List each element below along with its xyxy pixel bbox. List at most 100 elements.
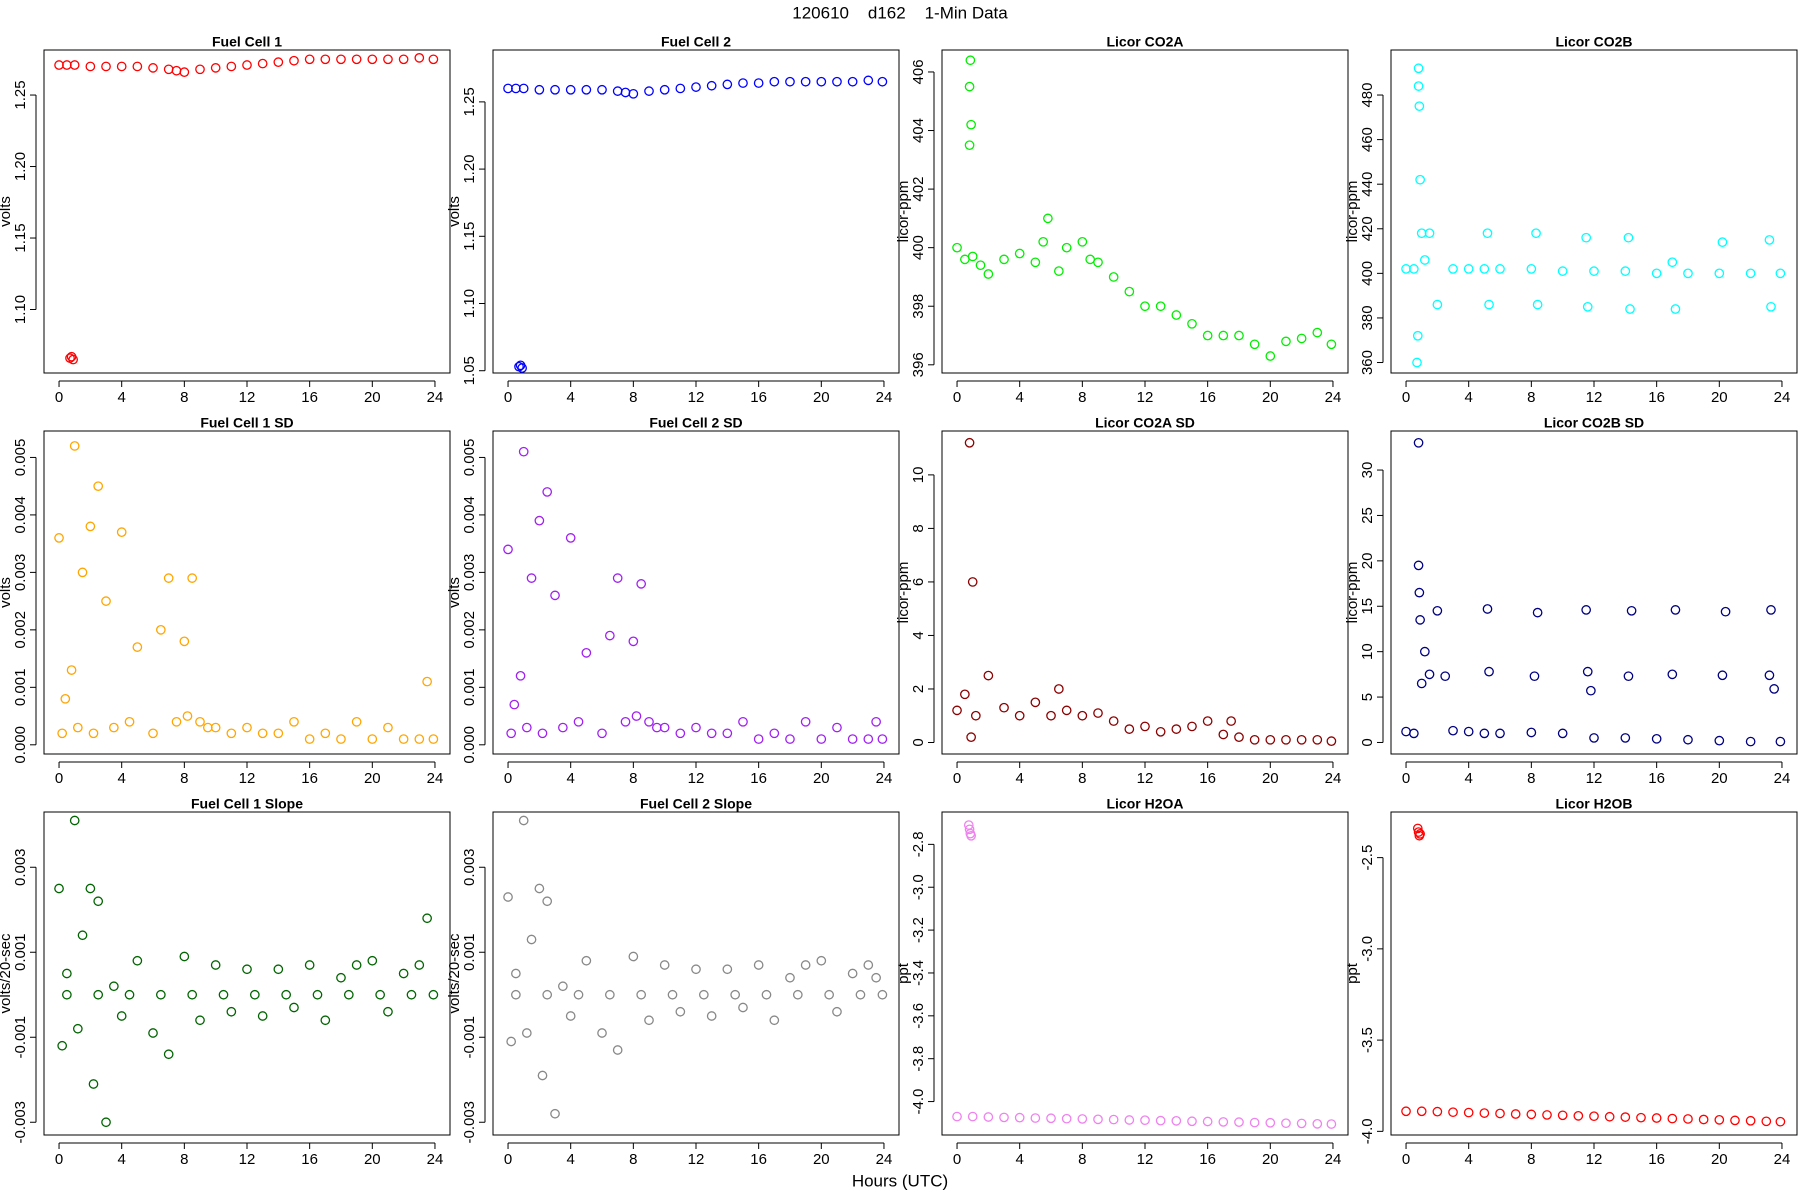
data-point [187,573,198,583]
y-tick-label: 1.20 [12,152,29,181]
y-tick-label: -2.8 [910,831,927,857]
data-point [506,1036,517,1047]
data-point [1717,237,1728,248]
y-tick-label: 1.20 [461,154,478,183]
data-point [1463,264,1474,274]
data-point [1479,1108,1490,1118]
data-point [518,446,529,457]
data-point [69,60,80,70]
y-tick-label: 0.003 [12,554,29,592]
data-point [738,716,748,727]
x-tick-label: 20 [1711,770,1728,787]
panel-title: Fuel Cell 2 Slope [640,796,752,812]
data-point [336,734,346,744]
x-tick-label: 24 [876,389,893,406]
data-point [116,61,127,72]
data-point [1296,333,1307,344]
data-point [964,824,975,835]
data-point [1526,727,1537,738]
data-point [960,254,970,265]
data-point [1187,721,1197,732]
data-point [1745,736,1756,747]
data-point [550,1108,560,1119]
data-point [1532,607,1543,618]
data-point [877,734,888,744]
data-point [226,728,237,739]
x-tick-label: 16 [1199,389,1216,406]
data-point [597,728,607,739]
y-tick-label: -3.6 [910,1003,927,1029]
data-point [148,1028,158,1038]
y-tick-label: 0.003 [461,554,478,592]
plot-frame [492,49,900,374]
data-point [521,722,532,733]
x-tick-label: 0 [55,770,63,787]
data-point [1582,666,1593,677]
data-point [1766,301,1776,312]
data-point [612,86,623,96]
data-point [691,722,701,733]
data-point [54,60,64,70]
y-axis-title: licor-ppm [1344,562,1361,624]
data-point [542,896,553,907]
x-tick-label: 0 [953,389,961,406]
y-tick-label: -0.001 [12,1016,29,1059]
y-tick-label: 0.004 [12,496,29,534]
data-point [863,734,874,744]
data-point [753,734,764,744]
x-tick-label: 16 [750,770,767,787]
data-point [871,716,881,727]
data-point [1171,310,1182,320]
data-point [210,722,221,733]
data-point [336,54,346,65]
data-point [1218,1117,1229,1127]
data-point [242,722,252,733]
data-point [1440,671,1451,682]
x-tick-label: 24 [427,389,444,406]
y-tick-label: 406 [910,59,927,84]
data-point [1226,716,1236,726]
data-point [202,722,213,733]
data-point [847,968,858,979]
x-tick-label: 4 [1465,770,1473,787]
data-point [730,989,741,1000]
panel-title: Licor CO2B [1555,34,1632,50]
data-point [85,883,96,894]
data-point [422,676,432,687]
x-tick-label: 8 [629,770,637,787]
data-point [967,1111,978,1122]
y-tick-label: 0.005 [461,439,478,477]
x-tick-label: 24 [1774,389,1791,406]
data-point [171,65,182,76]
y-tick-label: 0.003 [12,848,29,886]
data-point [57,728,68,739]
data-point [179,951,190,962]
y-tick-label: 1.15 [461,222,478,251]
y-tick-label: 25 [1359,507,1376,524]
data-point [1077,236,1088,247]
data-point [1557,266,1568,276]
data-point [612,1045,623,1055]
data-point [101,596,111,606]
x-tick-label: 8 [1527,1151,1535,1168]
data-point [534,84,545,95]
plot-frame [492,430,900,755]
data-point [965,55,976,66]
data-point [518,815,529,826]
y-tick-label: -3.2 [910,917,927,943]
y-tick-label: -3.0 [1359,936,1376,962]
data-point [1265,1117,1276,1128]
data-point [1413,560,1424,571]
data-point [832,722,842,733]
data-point [573,989,584,1000]
y-tick-label: -4.0 [1359,1118,1376,1144]
data-point [511,83,521,94]
data-point [77,567,88,578]
data-point [414,960,425,970]
data-point [1014,710,1025,721]
data-point [800,716,811,727]
data-point [722,728,733,739]
x-tick-label: 0 [953,770,961,787]
data-point [558,981,568,992]
